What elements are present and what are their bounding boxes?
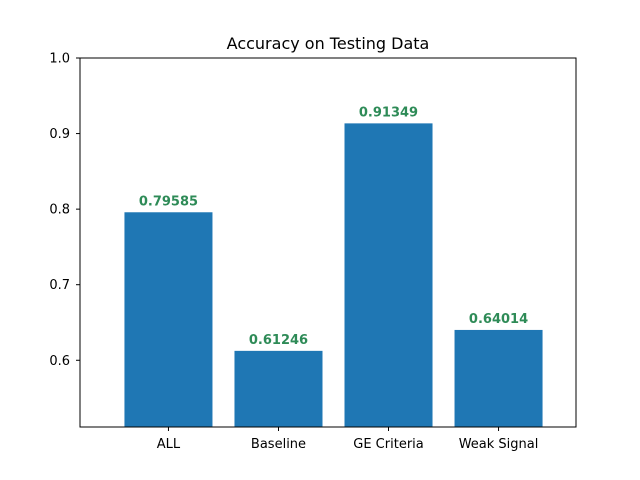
bar-value-label-1: 0.61246: [249, 333, 308, 348]
bar-1: [234, 350, 323, 427]
bars-layer: [124, 123, 543, 428]
x-tick-label-1: Baseline: [251, 437, 306, 452]
data-labels-layer: 0.79585 0.61246 0.91349 0.64014: [139, 105, 528, 347]
bar-value-label-3: 0.64014: [469, 312, 528, 327]
x-tick-label-2: GE Criteria: [353, 437, 423, 452]
bar-0: [124, 212, 213, 427]
chart-title: Accuracy on Testing Data: [227, 34, 430, 53]
x-tick-label-3: Weak Signal: [459, 437, 539, 452]
y-tick-label-1: 0.7: [49, 278, 70, 293]
plot-frame: [79, 57, 577, 428]
bar-value-label-0: 0.79585: [139, 194, 198, 209]
bar-3: [454, 329, 543, 427]
y-tick-label-3: 0.9: [49, 127, 70, 142]
bar-value-label-2: 0.91349: [359, 105, 418, 120]
axes-layer: ALL Baseline GE Criteria Weak Signal 0.6 0.7 0…: [49, 52, 577, 452]
y-tick-label-0: 0.6: [49, 354, 70, 369]
bar-2: [344, 123, 433, 428]
y-tick-label-2: 0.8: [49, 203, 70, 218]
x-tick-label-0: ALL: [157, 437, 181, 452]
y-tick-label-4: 1.0: [49, 52, 70, 67]
